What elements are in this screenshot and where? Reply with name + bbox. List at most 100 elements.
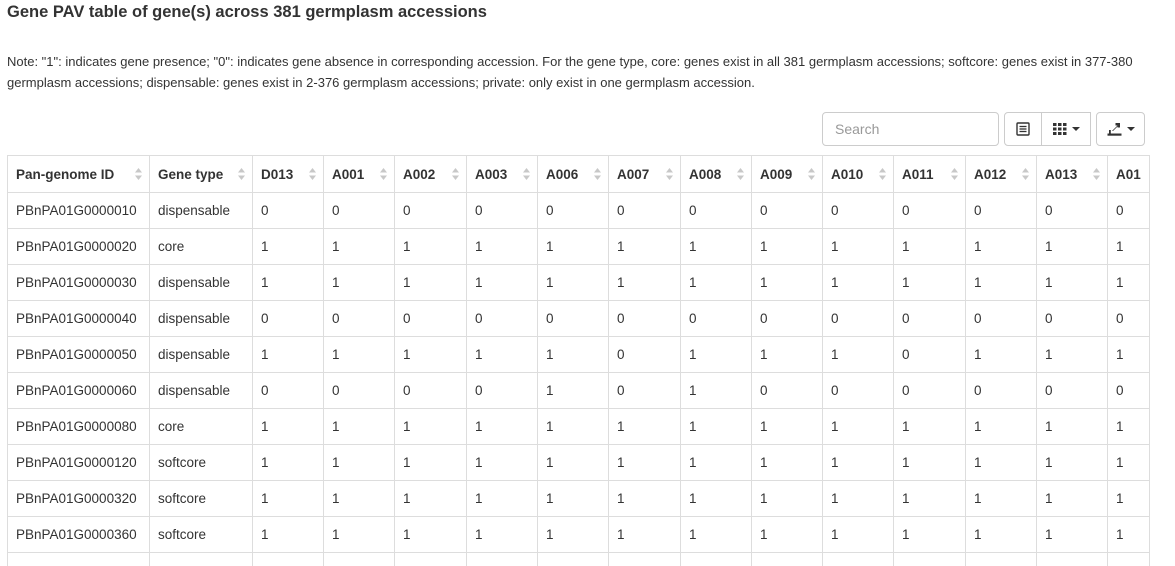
pav-value-cell: 1 <box>751 264 823 301</box>
pav-value-cell: 1 <box>537 444 609 481</box>
pav-value-cell: 0 <box>537 300 609 337</box>
pav-value-cell: 0 <box>323 192 395 229</box>
pav-value-cell: 1 <box>323 228 395 265</box>
column-header[interactable]: A013 <box>1036 155 1108 193</box>
pav-value-cell: 1 <box>608 408 681 445</box>
gene-type-cell <box>149 552 253 566</box>
column-header[interactable]: A001 <box>323 155 395 193</box>
pav-value-cell: 1 <box>751 480 823 517</box>
pav-value-cell: 1 <box>394 480 467 517</box>
sort-icon <box>380 168 387 180</box>
pav-value-cell: 0 <box>608 192 681 229</box>
pav-value-cell: 1 <box>394 228 467 265</box>
pav-value-cell: 1 <box>466 444 538 481</box>
pav-value-cell: 1 <box>1107 408 1150 445</box>
pav-value-cell: 1 <box>323 336 395 373</box>
pav-value-cell: 1 <box>965 228 1037 265</box>
pav-value-cell: 1 <box>680 516 752 553</box>
pav-value-cell: 0 <box>1107 300 1150 337</box>
gene-type-cell: dispensable <box>149 264 253 301</box>
pav-value-cell: 1 <box>1036 336 1108 373</box>
column-header[interactable]: A006 <box>537 155 609 193</box>
gene-type-cell: dispensable <box>149 192 253 229</box>
column-header-label: A013 <box>1045 166 1078 182</box>
pav-value-cell: 1 <box>466 336 538 373</box>
pav-value-cell: 0 <box>822 192 894 229</box>
export-dropdown-button[interactable] <box>1096 112 1145 146</box>
pav-value-cell: 0 <box>537 192 609 229</box>
pav-value-cell: 0 <box>323 372 395 409</box>
columns-grid-icon <box>1052 123 1066 135</box>
pav-value-cell <box>1036 552 1108 566</box>
pav-value-cell: 0 <box>466 300 538 337</box>
gene-type-cell: dispensable <box>149 372 253 409</box>
pav-value-cell: 1 <box>252 516 324 553</box>
pav-value-cell: 0 <box>394 372 467 409</box>
pav-value-cell: 1 <box>1036 264 1108 301</box>
column-header-label: A008 <box>689 166 722 182</box>
pav-value-cell: 0 <box>1036 372 1108 409</box>
pav-value-cell: 1 <box>1107 480 1150 517</box>
column-header[interactable]: Pan-genome ID <box>7 155 150 193</box>
pav-value-cell: 1 <box>822 516 894 553</box>
pav-value-cell: 1 <box>608 264 681 301</box>
table-row: PBnPA01G0000030 dispensable 1 1 1 1 1 1 1 1 1 1 1 1 1 <box>7 264 1150 301</box>
column-header[interactable]: A012 <box>965 155 1037 193</box>
sort-icon <box>879 168 886 180</box>
column-header[interactable]: A010 <box>822 155 894 193</box>
column-header[interactable]: A003 <box>466 155 538 193</box>
pav-value-cell <box>893 552 966 566</box>
sort-icon <box>238 168 245 180</box>
pav-value-cell: 1 <box>252 264 324 301</box>
pav-value-cell: 1 <box>1107 264 1150 301</box>
column-header[interactable]: D013 <box>252 155 324 193</box>
pav-value-cell: 0 <box>608 336 681 373</box>
column-header[interactable]: A002 <box>394 155 467 193</box>
table-row: PBnPA01G0000360 softcore 1 1 1 1 1 1 1 1 1 1 1 1 1 <box>7 516 1150 553</box>
pav-value-cell: 1 <box>466 516 538 553</box>
column-header[interactable]: Gene type <box>149 155 253 193</box>
pav-value-cell: 1 <box>965 480 1037 517</box>
pav-value-cell: 1 <box>323 444 395 481</box>
column-header[interactable]: A011 <box>893 155 966 193</box>
table-header-row: Pan-genome ID Gene type D013 A001 A002 A003 A0… <box>7 155 1150 193</box>
pav-value-cell: 0 <box>893 336 966 373</box>
pav-value-cell: 1 <box>822 228 894 265</box>
column-header-label: A001 <box>332 166 365 182</box>
pav-value-cell <box>1107 552 1150 566</box>
table-row: PBnPA01G0000020 core 1 1 1 1 1 1 1 1 1 1 1 1 1 <box>7 228 1150 265</box>
pav-value-cell: 1 <box>537 516 609 553</box>
column-header[interactable]: A007 <box>608 155 681 193</box>
pav-value-cell: 1 <box>680 264 752 301</box>
column-header[interactable]: A01 <box>1107 155 1150 193</box>
list-view-icon <box>1016 122 1030 136</box>
pav-value-cell: 1 <box>252 228 324 265</box>
pav-value-cell: 1 <box>680 228 752 265</box>
table-row: PBnPA01G0000320 softcore 1 1 1 1 1 1 1 1 1 1 1 1 1 <box>7 480 1150 517</box>
column-header[interactable]: A008 <box>680 155 752 193</box>
pan-genome-id-cell: PBnPA01G0000020 <box>7 228 150 265</box>
toggle-view-button[interactable] <box>1004 112 1042 146</box>
pav-value-cell: 1 <box>252 480 324 517</box>
page-title: Gene PAV table of gene(s) across 381 ger… <box>7 3 487 21</box>
pav-value-cell: 1 <box>466 408 538 445</box>
pav-value-cell: 1 <box>680 372 752 409</box>
table-row: PBnPA01G0000010 dispensable 0 0 0 0 0 0 0 0 0 0 0 0 0 <box>7 192 1150 229</box>
pav-value-cell <box>537 552 609 566</box>
pav-value-cell <box>680 552 752 566</box>
pan-genome-id-cell: PBnPA01G0000080 <box>7 408 150 445</box>
pav-table: Pan-genome ID Gene type D013 A001 A002 A003 A0… <box>7 155 1150 566</box>
columns-dropdown-button[interactable] <box>1042 112 1091 146</box>
pav-value-cell: 0 <box>466 192 538 229</box>
gene-type-cell: softcore <box>149 516 253 553</box>
pan-genome-id-cell: PBnPA01G0000050 <box>7 336 150 373</box>
pav-value-cell: 1 <box>537 408 609 445</box>
pav-value-cell: 1 <box>751 336 823 373</box>
pav-value-cell: 1 <box>965 516 1037 553</box>
pav-value-cell: 0 <box>394 192 467 229</box>
column-header-label: A002 <box>403 166 436 182</box>
pan-genome-id-cell: PBnPA01G0000040 <box>7 300 150 337</box>
search-input[interactable] <box>822 112 999 146</box>
column-header[interactable]: A009 <box>751 155 823 193</box>
chevron-down-icon <box>1126 127 1135 131</box>
